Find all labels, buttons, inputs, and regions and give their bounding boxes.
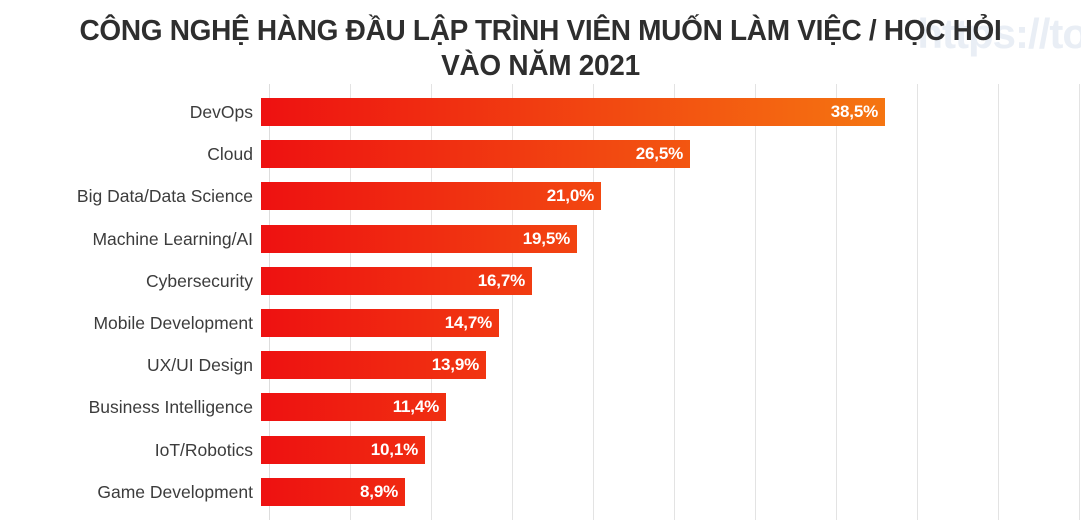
chart-row: Cybersecurity 16,7% [0, 267, 1081, 295]
gridline [836, 84, 837, 520]
gridline [998, 84, 999, 520]
bar[interactable]: 11,4% [261, 393, 446, 421]
bar-value-label: 16,7% [477, 271, 525, 290]
bar-chart: DevOps 38,5% Cloud 26,5% Big Data/Data Scien… [0, 84, 1081, 520]
bar-value-label: 38,5% [830, 102, 878, 121]
gridline [593, 84, 594, 520]
gridline [674, 84, 675, 520]
bar-value-label: 10,1% [370, 440, 418, 459]
chart-row: Mobile Development 14,7% [0, 309, 1081, 337]
category-label: Cloud [207, 143, 253, 164]
category-label: Game Development [97, 481, 253, 502]
bar-track: 8,9% [261, 478, 1081, 506]
bar[interactable]: 38,5% [261, 98, 885, 126]
category-label: DevOps [189, 101, 253, 122]
gridline [917, 84, 918, 520]
bar-track: 10,1% [261, 436, 1081, 464]
bar-track: 11,4% [261, 393, 1081, 421]
chart-row: DevOps 38,5% [0, 98, 1081, 126]
bar-track: 26,5% [261, 140, 1081, 168]
chart-row: IoT/Robotics 10,1% [0, 436, 1081, 464]
bar[interactable]: 13,9% [261, 351, 486, 379]
category-label: UX/UI Design [146, 354, 253, 375]
category-label: Business Intelligence [88, 396, 253, 417]
chart-row: Big Data/Data Science 21,0% [0, 182, 1081, 210]
chart-rows: DevOps 38,5% Cloud 26,5% Big Data/Data Scien… [0, 84, 1081, 520]
chart-axis-line [269, 84, 270, 520]
bar-track: 21,0% [261, 182, 1081, 210]
bar-track: 38,5% [261, 98, 1081, 126]
chart-row: Cloud 26,5% [0, 140, 1081, 168]
gridline [755, 84, 756, 520]
category-label: Cybersecurity [146, 270, 253, 291]
gridline [431, 84, 432, 520]
category-label: IoT/Robotics [154, 439, 253, 460]
gridline [350, 84, 351, 520]
bar-value-label: 19,5% [522, 229, 570, 248]
chart-row: Machine Learning/AI 19,5% [0, 225, 1081, 253]
bar-value-label: 26,5% [635, 144, 683, 163]
category-label: Machine Learning/AI [92, 228, 253, 249]
bar-value-label: 11,4% [392, 397, 439, 416]
chart-row: Game Development 8,9% [0, 478, 1081, 506]
bar[interactable]: 26,5% [261, 140, 690, 168]
chart-title-line-2: VÀO NĂM 2021 [441, 50, 640, 83]
bar-track: 19,5% [261, 225, 1081, 253]
chart-row: Business Intelligence 11,4% [0, 393, 1081, 421]
bar-track: 16,7% [261, 267, 1081, 295]
chart-row: UX/UI Design 13,9% [0, 351, 1081, 379]
bar-value-label: 13,9% [431, 355, 479, 374]
bar-track: 13,9% [261, 351, 1081, 379]
bar[interactable]: 21,0% [261, 182, 601, 210]
bar[interactable]: 14,7% [261, 309, 499, 337]
chart-title-line-1: CÔNG NGHỆ HÀNG ĐẦU LẬP TRÌNH VIÊN MUỐN L… [79, 15, 1002, 47]
gridline [1079, 84, 1080, 520]
bar-value-label: 8,9% [360, 482, 398, 501]
bar[interactable]: 8,9% [261, 478, 405, 506]
bar-value-label: 14,7% [444, 313, 492, 332]
page-title: CÔNG NGHỆ HÀNG ĐẦU LẬP TRÌNH VIÊN MUỐN L… [19, 0, 1062, 85]
bar[interactable]: 19,5% [261, 225, 577, 253]
gridline [512, 84, 513, 520]
bar-track: 14,7% [261, 309, 1081, 337]
category-label: Big Data/Data Science [76, 185, 253, 206]
category-label: Mobile Development [93, 312, 253, 333]
bar-value-label: 21,0% [546, 186, 594, 205]
bar[interactable]: 16,7% [261, 267, 532, 295]
bar[interactable]: 10,1% [261, 436, 425, 464]
